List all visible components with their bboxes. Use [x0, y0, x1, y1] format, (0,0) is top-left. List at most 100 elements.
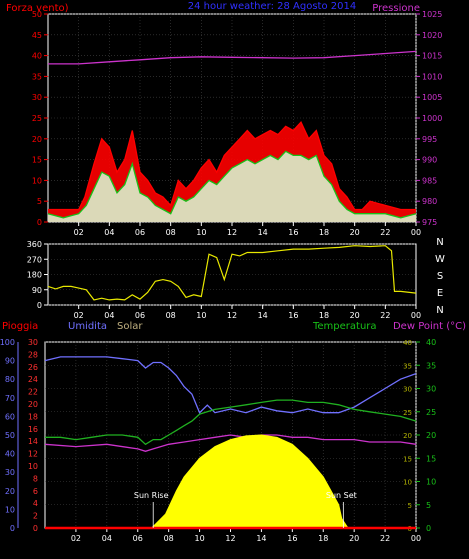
solar-label: Solar: [117, 321, 143, 332]
compass-label: N: [436, 305, 443, 316]
weather-x-tick-label: 00: [411, 534, 421, 543]
rain-y-tick-label: 20: [28, 400, 38, 409]
direction-x-tick-label: 14: [258, 311, 268, 320]
pressure-y-tick-label: 1005: [422, 93, 442, 102]
rain-y-tick-label: 24: [28, 375, 38, 384]
weather-x-tick-label: 08: [164, 534, 174, 543]
direction-y-tick-label: 360: [27, 240, 42, 249]
chart-title: 24 hour weather: 28 Agosto 2014: [188, 1, 356, 12]
wind-x-tick-label: 04: [104, 228, 114, 237]
compass-label: E: [437, 288, 443, 299]
temp-y-tick-label: 5: [426, 501, 431, 510]
series-pressure-line: [48, 50, 417, 65]
temp-y-tick-label: 40: [426, 338, 436, 347]
compass-label: N: [436, 237, 443, 248]
series-temperatura-line: [45, 399, 417, 446]
direction-x-tick-label: 16: [288, 311, 298, 320]
humidity-y-tick-label: 80: [5, 375, 15, 384]
direction-y-tick-label: 0: [37, 301, 42, 310]
weather-x-tick-label: 16: [287, 534, 297, 543]
direction-y-tick-label: 90: [32, 286, 42, 295]
pressure-y-tick-label: 995: [422, 135, 437, 144]
wind-x-tick-label: 10: [196, 228, 206, 237]
weather-x-tick-label: 20: [349, 534, 359, 543]
weather-x-tick-label: 22: [380, 534, 390, 543]
humidity-y-tick-label: 60: [5, 412, 15, 421]
series-direction-line: [47, 245, 417, 301]
rain-y-tick-label: 18: [28, 412, 38, 421]
pressure-y-tick-label: 1000: [422, 114, 442, 123]
humidity-label: Umidita: [68, 321, 107, 332]
wind-y-tick-label: 50: [32, 10, 42, 19]
temp-y-tick-label: 20: [426, 431, 436, 440]
rain-y-tick-label: 0: [33, 524, 38, 533]
humidity-y-tick-label: 10: [5, 505, 15, 514]
wind-y-tick-label: 45: [32, 31, 42, 40]
pressure-y-tick-label: 990: [422, 156, 437, 165]
sunrise-label: Sun Rise: [134, 491, 169, 500]
solar-y-tick-label: 15: [403, 455, 412, 463]
weather-x-tick-label: 02: [71, 534, 81, 543]
humidity-y-tick-label: 70: [5, 394, 15, 403]
compass-label: S: [437, 271, 443, 282]
pressure-y-tick-label: 975: [422, 218, 437, 227]
rain-y-tick-label: 6: [33, 487, 38, 496]
humidity-y-tick-label: 0: [10, 524, 15, 533]
series-humidity-line: [44, 356, 417, 414]
series-gust-line: [48, 121, 416, 211]
rain-y-tick-label: 12: [28, 450, 38, 459]
wind-x-tick-label: 02: [74, 228, 84, 237]
solar-y-tick-label: 40: [403, 339, 412, 347]
wind-y-tick-label: 25: [32, 114, 42, 123]
rain-y-tick-label: 22: [28, 388, 38, 397]
temp-y-tick-label: 15: [426, 454, 436, 463]
direction-x-tick-label: 00: [411, 311, 421, 320]
direction-y-tick-label: 180: [27, 271, 42, 280]
rain-y-tick-label: 26: [28, 363, 38, 372]
compass-label: W: [435, 254, 445, 265]
wind-x-tick-label: 16: [288, 228, 298, 237]
wind-x-tick-label: 00: [411, 228, 421, 237]
direction-x-tick-label: 22: [380, 311, 390, 320]
temp-y-tick-label: 0: [426, 524, 431, 533]
humidity-y-tick-label: 40: [5, 450, 15, 459]
rain-y-tick-label: 8: [33, 474, 38, 483]
direction-x-tick-label: 12: [227, 311, 237, 320]
direction-x-tick-label: 08: [166, 311, 176, 320]
weather-x-tick-label: 10: [194, 534, 204, 543]
direction-x-tick-label: 10: [196, 311, 206, 320]
temp-y-tick-label: 25: [426, 408, 436, 417]
rain-y-tick-label: 30: [28, 338, 38, 347]
wind-x-tick-label: 20: [350, 228, 360, 237]
pressure-axis-label: Pressione: [372, 3, 420, 14]
temp-y-tick-label: 10: [426, 478, 436, 487]
rain-y-tick-label: 14: [28, 437, 38, 446]
rain-y-tick-label: 2: [33, 512, 38, 521]
pressure-y-tick-label: 1020: [422, 31, 442, 40]
solar-y-tick-label: 25: [403, 409, 412, 417]
wind-y-tick-label: 35: [32, 72, 42, 81]
humidity-y-tick-label: 20: [5, 487, 15, 496]
pressure-y-tick-label: 1025: [422, 10, 442, 19]
wind-y-tick-label: 0: [37, 218, 42, 227]
wind-y-tick-label: 20: [32, 135, 42, 144]
direction-x-tick-label: 20: [350, 311, 360, 320]
series-wind-line: [47, 150, 417, 219]
humidity-y-tick-label: 100: [0, 338, 15, 347]
weather-x-tick-label: 12: [225, 534, 235, 543]
humidity-y-tick-label: 30: [5, 468, 15, 477]
wind-x-tick-label: 18: [319, 228, 329, 237]
series-solar-area: [45, 434, 416, 529]
wind-axis-label: Forza vento): [6, 3, 69, 14]
wind-y-tick-label: 30: [32, 93, 42, 102]
wind-x-tick-label: 14: [258, 228, 268, 237]
rain-label: Pioggia: [2, 321, 38, 332]
temperature-label: Temperatura: [312, 321, 377, 332]
wind-x-tick-label: 08: [166, 228, 176, 237]
solar-y-tick-label: 35: [403, 362, 412, 370]
wind-y-tick-label: 15: [32, 156, 42, 165]
weather-x-tick-label: 04: [102, 534, 112, 543]
weather-x-tick-label: 06: [133, 534, 143, 543]
